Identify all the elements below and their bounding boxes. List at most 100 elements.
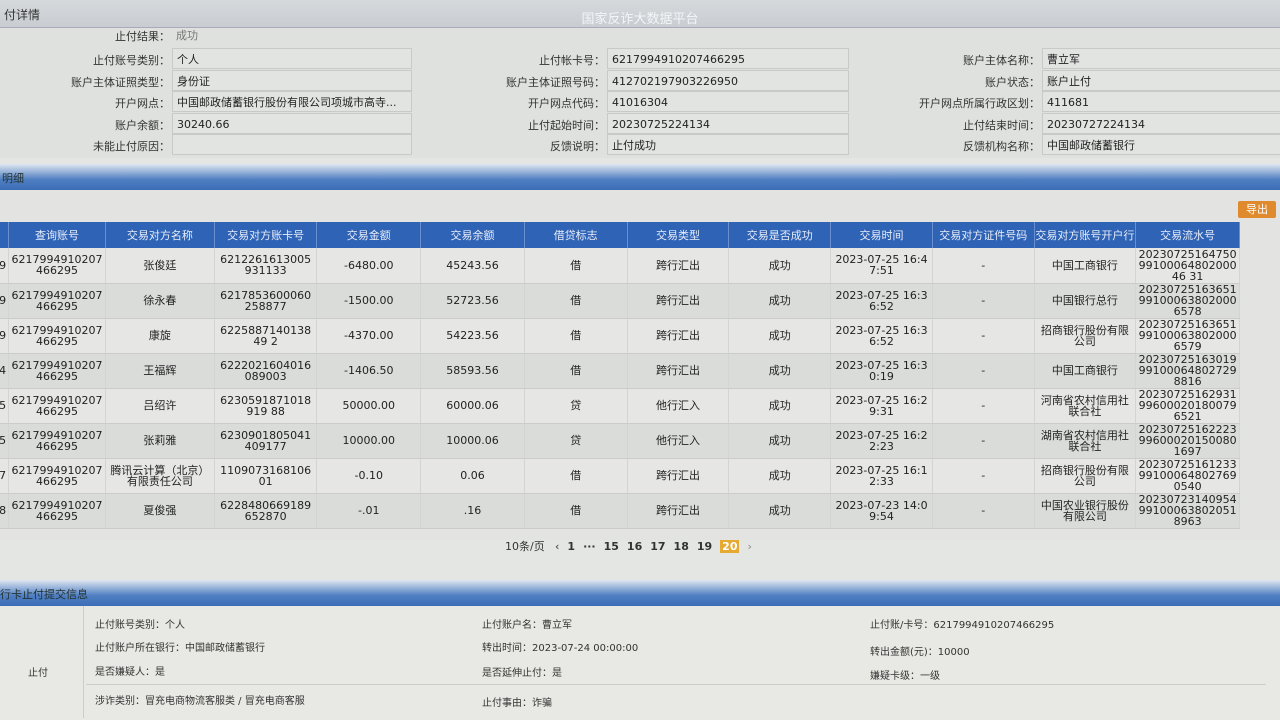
submit-field: 转出时间：2023-07-24 00:00:00	[482, 643, 639, 654]
table-cell: 50000.00	[316, 388, 422, 424]
table-cell: 他行汇入	[627, 388, 730, 424]
field-label: 账户状态：	[985, 75, 1040, 89]
table-cell: 6217853600060258877	[214, 283, 318, 319]
table-cell: 跨行汇出	[627, 248, 730, 284]
table-row[interactable]: 19 76217994910207466295腾讯云计算（北京）有限责任公司11…	[0, 458, 1240, 494]
table-cell: 2023-07-25 16:36:52	[830, 318, 933, 354]
table-cell: 跨行汇出	[627, 458, 730, 494]
submit-field: 止付账户所在银行：中国邮政储蓄银行	[95, 643, 265, 654]
table-cell: 6217994910207466295	[8, 248, 106, 284]
table-cell: 跨行汇出	[627, 283, 730, 319]
column-header: 交易类型	[627, 222, 730, 248]
table-cell: 2023072516222399600020150080 1697	[1135, 423, 1240, 459]
field-label: 未能止付原因：	[93, 140, 170, 153]
submit-field: 止付账/卡号：6217994910207466295	[870, 620, 1055, 631]
table-cell: 借	[524, 353, 628, 389]
table-row[interactable]: 9 6217994910207466295 康旋 622588714013849 2-…	[0, 318, 1240, 354]
table-cell: -1406.50	[316, 353, 422, 389]
table-cell: 2023072516293199600020180079 6521	[1135, 388, 1240, 424]
field-value: 20230725224134	[607, 112, 849, 134]
table-row[interactable]: 9 46217994910207466295王福辉622202160401608…	[0, 353, 1240, 389]
field-value: 30240.66	[172, 112, 412, 134]
table-cell: 借	[524, 318, 628, 354]
page-size-select[interactable]: 10条/页	[505, 540, 545, 553]
transaction-table: 查询账号 交易对方名称 交易对方账卡号 交易金额 交易余额 借贷标志 交易类型 交易是否成功交…	[0, 222, 1240, 529]
table-cell: 成功	[728, 318, 832, 354]
table-cell: 60000.06	[420, 388, 525, 424]
page-ellipsis[interactable]: ···	[583, 539, 596, 553]
section-bar-submit: 行卡止付提交信息	[0, 580, 1280, 606]
table-cell: -	[932, 318, 1035, 354]
submit-field: 是否延伸止付：是	[482, 668, 562, 679]
table-cell: 康旋	[105, 318, 215, 354]
table-cell: 夏俊强	[105, 493, 215, 529]
table-cell: 2023-07-23 14:09:54	[830, 493, 933, 529]
column-header: 交易对方账号开户行	[1034, 222, 1137, 248]
table-cell: -	[932, 283, 1035, 319]
table-cell: 腾讯云计算（北京）有限责任公司	[105, 458, 215, 494]
table-cell: 6217994910207466295	[8, 493, 106, 529]
table-cell: 借	[524, 283, 628, 319]
table-row[interactable]: 9 56217994910207466295吕绍许623059187101891…	[0, 388, 1240, 424]
field-label: 账户主体证照号码：	[506, 75, 605, 89]
page-15[interactable]: 15	[603, 539, 619, 553]
table-cell: -	[932, 493, 1035, 529]
field-value: 20230727224134	[1042, 112, 1280, 134]
table-cell: 6217994910207466295	[8, 283, 106, 319]
table-cell: 6222021604016089003	[214, 353, 318, 389]
table-cell: 6217994910207466295	[8, 318, 106, 354]
table-cell: 19 8	[0, 493, 10, 529]
page-20[interactable]: 20	[720, 539, 740, 553]
prev-page-icon[interactable]: ‹	[555, 539, 560, 553]
page-17[interactable]: 17	[650, 539, 666, 553]
field-label: 开户网点：	[115, 97, 170, 110]
page-18[interactable]: 18	[673, 539, 689, 553]
field-value: 中国邮政储蓄银行	[1042, 134, 1280, 155]
field-value: 个人	[172, 48, 412, 69]
table-cell: 2023-07-25 16:22:23	[830, 423, 933, 459]
table-cell: 110907316810601	[214, 458, 318, 494]
table-cell: 622588714013849 2	[214, 318, 318, 354]
field-value: 曹立军	[1042, 48, 1280, 69]
field-value: 411681	[1042, 91, 1280, 112]
table-cell: 6217994910207466295	[8, 388, 106, 424]
field-label: 止付账号类别：	[93, 54, 170, 67]
table-cell: 0.06	[420, 458, 525, 494]
table-cell: -	[932, 423, 1035, 459]
table-row[interactable]: 19 86217994910207466295夏俊强62284806691896…	[0, 493, 1240, 529]
table-row[interactable]: 9 6217994910207466295 徐永春 62178536000602588…	[0, 283, 1240, 319]
table-cell: 9 5	[0, 388, 10, 424]
table-cell: 成功	[728, 283, 832, 319]
table-cell: 2023-07-25 16:30:19	[830, 353, 933, 389]
export-button[interactable]: 导出	[1238, 201, 1276, 218]
table-cell: 6217994910207466295	[8, 458, 106, 494]
next-page-icon[interactable]: ›	[747, 539, 752, 553]
table-cell: -6480.00	[316, 248, 422, 284]
page-16[interactable]: 16	[626, 539, 643, 553]
table-cell: 10000.06	[420, 423, 525, 459]
table-cell: 2023-07-25 16:36:52	[830, 283, 933, 319]
table-cell: 6230901805041409177	[214, 423, 318, 459]
section-title: 明细	[2, 172, 24, 185]
table-cell: 9	[0, 283, 10, 319]
page-19[interactable]: 19	[696, 539, 713, 553]
table-cell: 2023072314095499100063802051 8963	[1135, 493, 1240, 529]
section-title: 行卡止付提交信息	[0, 588, 88, 601]
field-label: 止付起始时间：	[528, 118, 605, 132]
section-title: 付详情	[4, 8, 41, 22]
field-label: 账户主体名称：	[963, 54, 1040, 67]
field-label: 止付结束时间：	[963, 118, 1040, 132]
field-label: 止付帐卡号：	[539, 54, 605, 67]
table-cell: 贷	[524, 388, 628, 424]
column-header	[0, 222, 10, 248]
platform-title: 国家反诈大数据平台	[581, 12, 699, 27]
table-cell: 成功	[728, 458, 832, 494]
result-value: 成功	[176, 29, 198, 42]
table-cell: 6230591871018919 88	[214, 388, 318, 424]
table-row[interactable]: 9 6217994910207466295 张俊廷 62122616130059311…	[0, 248, 1240, 284]
page-1[interactable]: 1	[567, 539, 576, 553]
table-row[interactable]: 9 56217994910207466295张莉雅623090180504140…	[0, 423, 1240, 459]
table-cell: 张莉雅	[105, 423, 215, 459]
table-cell: 徐永春	[105, 283, 215, 319]
table-cell: 他行汇入	[627, 423, 730, 459]
